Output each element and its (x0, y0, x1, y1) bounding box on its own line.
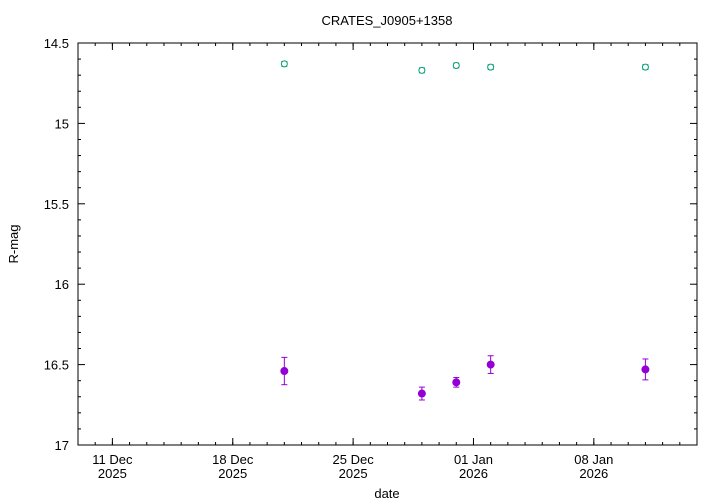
data-point (641, 63, 649, 71)
x-tick-label-year: 2025 (339, 466, 368, 481)
y-axis-title: R-mag (6, 224, 21, 263)
x-tick-label: 18 Dec (212, 452, 254, 467)
x-tick-label-year: 2026 (459, 466, 488, 481)
data-point (280, 367, 289, 376)
data-point (418, 66, 426, 74)
x-tick-label-year: 2026 (579, 466, 608, 481)
chart-title: CRATES_J0905+1358 (322, 13, 453, 28)
data-point (641, 365, 650, 374)
data-point (417, 389, 426, 398)
x-tick-label-year: 2025 (98, 466, 127, 481)
y-tick-label: 17 (55, 438, 69, 453)
x-tick-label: 11 Dec (92, 452, 133, 467)
x-tick-label: 01 Jan (454, 452, 493, 467)
x-tick-label: 08 Jan (574, 452, 613, 467)
y-tick-label: 16 (55, 277, 69, 292)
data-point (486, 360, 495, 369)
y-tick-label: 15.5 (44, 197, 69, 212)
x-axis-title: date (374, 486, 399, 501)
data-series (280, 60, 650, 401)
y-tick-label: 14.5 (44, 36, 69, 51)
y-tick-label: 16.5 (44, 358, 69, 373)
data-point (487, 63, 495, 71)
data-point (452, 378, 461, 387)
plot-frame (77, 42, 698, 446)
data-point (452, 62, 460, 70)
x-tick-label-year: 2025 (218, 466, 247, 481)
y-tick-label: 15 (55, 116, 69, 131)
series-1 (280, 355, 650, 401)
y-axis: 14.5 15 15.5 16 16.5 17 (44, 36, 697, 453)
x-tick-label: 25 Dec (333, 452, 375, 467)
data-point (280, 60, 288, 68)
series-0 (280, 60, 649, 74)
